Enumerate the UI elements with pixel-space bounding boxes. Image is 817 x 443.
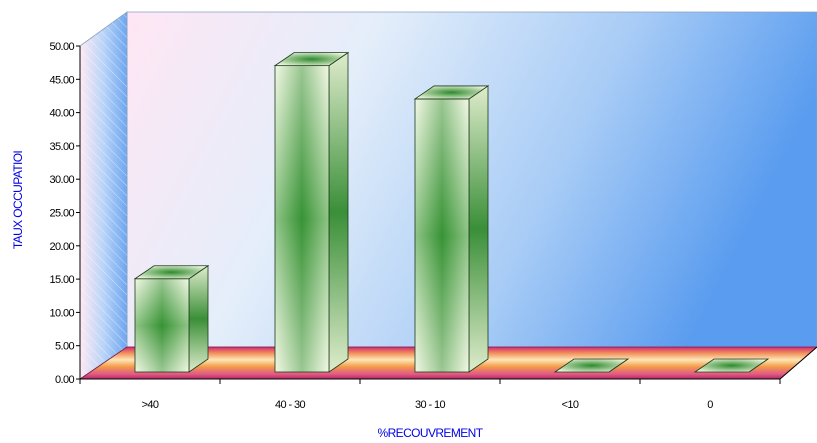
y-tick-label: 10.00 [49, 307, 74, 319]
bar-front-shade [135, 278, 189, 372]
bar [413, 85, 490, 373]
bar [553, 358, 630, 373]
x-tick-label: 30 - 10 [415, 399, 446, 411]
x-tick-label: 40 - 30 [275, 399, 306, 411]
bar-top-face [133, 265, 210, 280]
bar-front-shade [415, 98, 469, 372]
y-tick-label: 5.00 [55, 341, 74, 353]
y-tick-label: 30.00 [49, 174, 74, 186]
side-wall-hatch [80, 12, 127, 379]
y-tick-label: 20.00 [49, 241, 74, 253]
bar [273, 51, 350, 373]
bar-top-face [273, 52, 350, 67]
x-axis-ticks: >40 40 - 30 30 - 10 <10 0 [79, 379, 781, 411]
x-axis-end [779, 346, 817, 380]
y-tick-label: 45.00 [49, 74, 74, 86]
bar-top-face [413, 85, 490, 100]
y-tick-label: 40.00 [49, 108, 74, 120]
x-tick-label: <10 [562, 399, 579, 411]
y-tick-label: 35.00 [49, 141, 74, 153]
x-axis-title: %RECOUVREMENT [378, 426, 484, 440]
y-tick-label: 25.00 [49, 208, 74, 220]
bar [133, 265, 210, 373]
y-axis-title: TAUX OCCUPATIOI [11, 151, 25, 250]
y-axis-ticks: 0.00 5.00 10.00 15.00 20.00 25.00 30.00 35.00 40… [49, 41, 80, 386]
bar-side-face [188, 265, 209, 373]
bar [693, 358, 770, 373]
bar-side-face [328, 51, 349, 373]
bar-top-face [693, 358, 770, 373]
bar-top-face [553, 358, 630, 373]
x-tick-label: 0 [707, 399, 713, 411]
bars-group [133, 51, 770, 373]
y-tick-label: 50.00 [49, 41, 74, 53]
bar-side-face [468, 85, 489, 373]
y-tick-label: 0.00 [55, 374, 74, 386]
bar-front-shade [275, 65, 329, 372]
y-tick-label: 15.00 [49, 274, 74, 286]
x-tick-label: >40 [142, 399, 159, 411]
